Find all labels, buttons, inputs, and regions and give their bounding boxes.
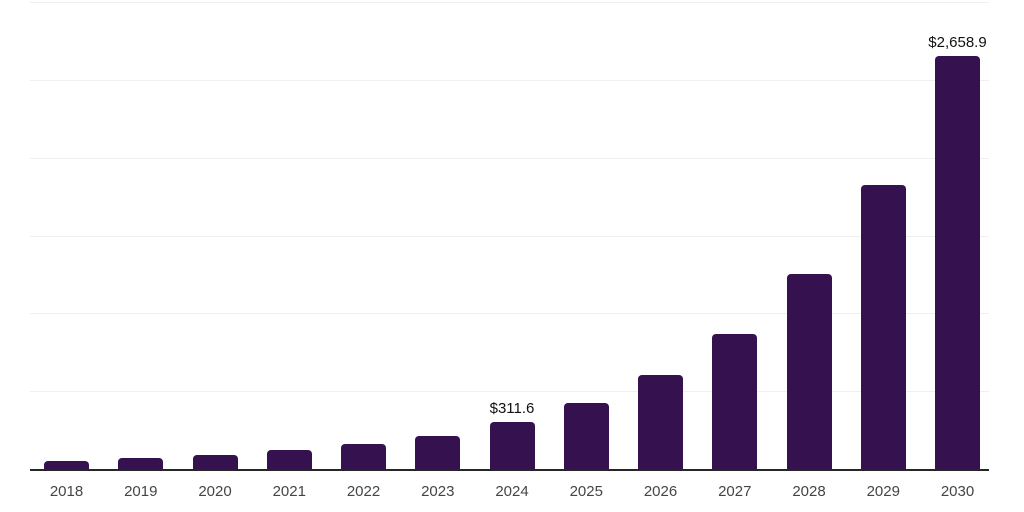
x-tick-label-2029: 2029 (866, 483, 900, 500)
gridline (30, 391, 989, 393)
bar-2021 (266, 450, 312, 470)
gridline (30, 2, 989, 4)
gridline (30, 80, 989, 81)
x-tick-label-2021: 2021 (272, 483, 306, 500)
x-tick-label-2020: 2020 (198, 483, 232, 500)
bar-2018 (44, 460, 89, 470)
x-tick-label-2026: 2026 (643, 483, 678, 500)
x-tick-label-2019: 2019 (124, 483, 158, 500)
gridline (30, 235, 989, 237)
x-tick-label-2023: 2023 (421, 483, 455, 500)
x-tick-label-2024: 2024 (495, 483, 529, 500)
x-tick-label-2022: 2022 (346, 483, 381, 500)
bar-2020 (192, 454, 238, 470)
x-tick-label-2027: 2027 (718, 483, 752, 500)
gridline (30, 157, 989, 159)
bar-2029 (860, 184, 906, 470)
bar-2028 (786, 274, 832, 470)
gridline (30, 313, 989, 315)
data-label-2024: $311.6 (489, 399, 535, 417)
bar-2022 (341, 444, 386, 470)
bar-2030 (935, 56, 980, 470)
bar-2025 (563, 402, 609, 470)
bar-2024 (489, 421, 535, 470)
x-tick-label-2030: 2030 (940, 483, 975, 500)
bar-2026 (638, 375, 683, 470)
data-label-2030: $2,658.9 (928, 34, 987, 52)
plot-area: $311.6 $2,658.9 (30, 0, 989, 471)
x-axis-labels: 2018 2019 2020 2021 2022 2023 2024 2025 2026 2027… (30, 483, 989, 507)
bar-2027 (712, 333, 758, 470)
bar-2019 (118, 457, 164, 470)
x-tick-label-2025: 2025 (569, 483, 603, 500)
x-axis-line (30, 469, 989, 471)
x-tick-label-2028: 2028 (792, 483, 826, 500)
bar-2023 (415, 436, 461, 470)
x-tick-label-2018: 2018 (49, 483, 84, 500)
